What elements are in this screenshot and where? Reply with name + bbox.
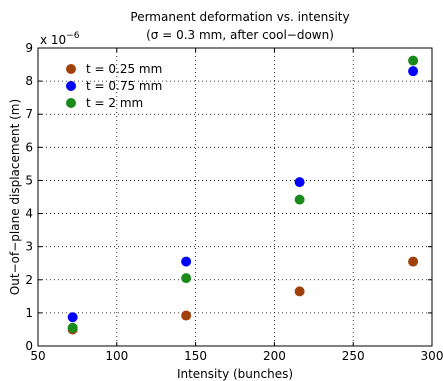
data-point — [181, 310, 192, 321]
data-point — [408, 66, 419, 77]
x-axis-label: Intensity (bunches) — [177, 367, 293, 381]
x-tick-label: 300 — [421, 349, 443, 363]
y-tick-label: 7 — [25, 107, 33, 121]
data-point — [294, 177, 305, 188]
legend-label: t = 2 mm — [86, 96, 143, 110]
chart-title: Permanent deformation vs. intensity — [130, 10, 349, 24]
legend-label: t = 0.75 mm — [86, 79, 162, 93]
y-tick-label: 2 — [25, 273, 33, 287]
data-point — [408, 256, 419, 267]
y-tick-label: 1 — [25, 306, 33, 320]
chart-subtitle: (σ = 0.3 mm, after cool−down) — [146, 28, 334, 42]
y-axis-label: Out−of−plane displacement (m) — [8, 99, 22, 295]
plot-frame — [37, 47, 433, 347]
x-tick-label: 250 — [342, 349, 365, 363]
grid — [38, 48, 432, 346]
x-tick-label: 100 — [105, 349, 128, 363]
legend-marker — [66, 81, 76, 91]
y-tick-label: 6 — [25, 140, 33, 154]
data-point — [408, 55, 419, 66]
data-point — [67, 312, 78, 323]
data-point — [67, 322, 78, 333]
data-point — [294, 286, 305, 297]
data-point — [181, 256, 192, 267]
y-tick-label: 5 — [25, 173, 33, 187]
x-tick-label: 200 — [263, 349, 286, 363]
data-point — [294, 194, 305, 205]
y-tick-label: 8 — [25, 74, 33, 88]
legend-label: t = 0.25 mm — [86, 62, 162, 76]
x-tick-label: 150 — [184, 349, 207, 363]
y-tick-label: 0 — [25, 339, 33, 353]
y-tick-label: 3 — [25, 240, 33, 254]
data-point — [181, 273, 192, 284]
legend: t = 0.25 mm t = 0.75 mm t = 2 mm — [66, 62, 162, 110]
y-tick-label: 4 — [25, 207, 33, 221]
data-points — [67, 55, 419, 335]
x-tick-label: 50 — [30, 349, 45, 363]
y-tick-label: 9 — [25, 41, 33, 55]
axis-ticks: 50 100 150 200 250 300 0 1 2 3 4 5 6 7 8 9 — [25, 41, 443, 363]
legend-marker — [66, 64, 76, 74]
legend-marker — [66, 98, 76, 108]
y-multiplier: x 10−6 — [40, 31, 80, 47]
